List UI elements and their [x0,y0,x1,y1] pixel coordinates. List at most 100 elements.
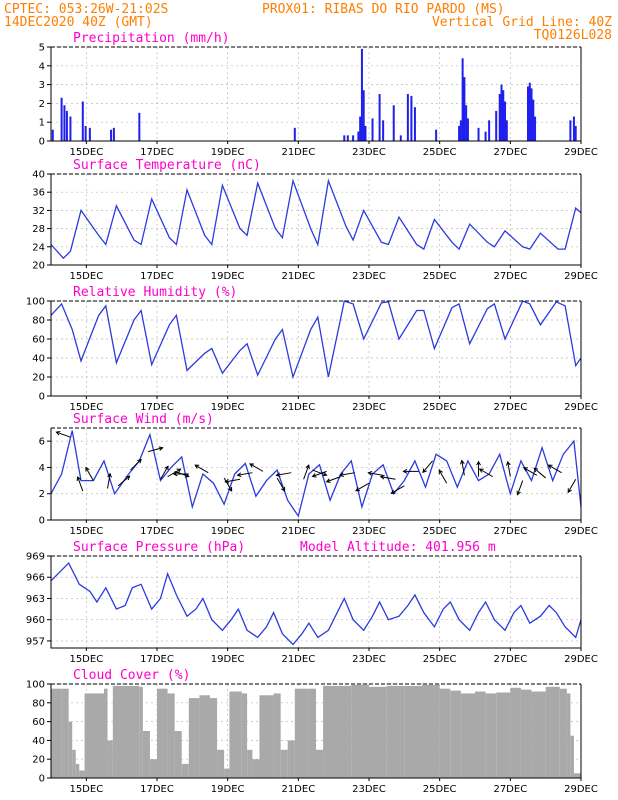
x-tick-label: 29DEC [564,784,598,795]
x-tick-label: 21DEC [281,654,315,665]
wind-arrow [117,475,131,487]
temp-panel: 20 24 28 32 36 40 15DEC 17DEC 19DEC 21DEC 23DEC 25D… [32,158,598,282]
x-tick-label: 29DEC [564,147,598,158]
wind-arrow [367,470,384,476]
y-tick-label: 40 [32,354,45,365]
cloud-cover-bar [294,688,309,778]
y-tick-label: 4 [39,61,45,72]
panel-frame [50,556,582,649]
cloud-cover-bar [570,735,574,778]
precip-bar [413,107,416,141]
x-tick-label: 27DEC [493,271,527,282]
precip-bar [461,58,464,141]
precip-bar [378,94,381,141]
cloud-cover-bar [520,689,532,778]
precip-bar [574,125,577,141]
wind-arrow [379,474,396,480]
precip-bar [505,120,508,141]
x-tick-label: 23DEC [352,402,386,413]
x-tick-label: 17DEC [140,526,174,537]
wind-arrow [223,477,233,492]
cloud-cover-bar [199,695,210,778]
precip-bar [530,88,533,141]
y-tick-label: 2 [39,99,45,110]
x-tick-label: 19DEC [211,526,245,537]
wind-arrow [438,469,448,484]
wind-title: Surface Wind (m/s) [73,412,214,427]
y-tick-label: 969 [26,552,45,563]
cloud-cover-bar [84,693,104,778]
y-tick-label: 100 [26,680,45,691]
wind-arrow [533,467,546,479]
cloud-cover-bar [351,684,369,778]
cloud-cover-bar [450,690,461,778]
wind-arrow [390,485,405,494]
cloud-cover-bar [210,698,218,778]
wind-arrow [224,478,241,484]
panel-frame [50,428,582,521]
precip-bar [463,77,466,141]
y-tick-label: 3 [39,80,45,91]
precip-bar [371,118,374,141]
y-tick-label: 957 [26,636,45,647]
precip-bar [352,135,355,141]
cloud-cover-bar [386,685,405,778]
cloud-cover-bar [241,693,248,778]
panel-frame [50,301,582,397]
cloud-cover-bar [68,721,73,778]
wind-line [50,430,582,518]
pressure-line [50,562,582,646]
precip-bar [495,110,498,141]
panel-frame [50,47,582,142]
cloud-cover-bar [545,686,560,778]
wind-arrow [276,477,286,492]
precip-bar [382,120,385,141]
y-tick-label: 60 [32,335,45,346]
cloud-cover-bar [112,685,140,778]
x-tick-label: 17DEC [140,784,174,795]
x-tick-label: 25DEC [423,654,457,665]
precip-bar [81,101,84,141]
wind-arrow [236,472,253,478]
x-tick-label: 21DEC [281,147,315,158]
panel-frame [50,174,582,266]
model-altitude-label: Model Altitude: 401.956 m [300,540,496,555]
x-tick-label: 23DEC [352,526,386,537]
wind-arrow [402,469,419,474]
x-tick-label: 17DEC [140,402,174,413]
wind-arrow [478,468,493,478]
x-tick-label: 25DEC [423,526,457,537]
cloud-title: Cloud Cover (%) [73,668,190,683]
precip-bar [360,48,363,141]
wind-arrow [55,430,71,438]
precip-bar [392,105,395,141]
precip-bar [488,120,491,141]
wind-arrow [85,466,94,481]
precip-bar [88,127,91,141]
x-tick-label: 29DEC [564,526,598,537]
precip-bar [502,90,505,141]
x-tick-label: 19DEC [211,784,245,795]
x-tick-label: 21DEC [281,784,315,795]
x-tick-label: 15DEC [69,147,103,158]
cloud-cover-bar [247,749,253,778]
y-tick-label: 40 [32,170,45,181]
cloud-cover-bar [229,691,242,778]
rh-title: Relative Humidity (%) [73,285,237,300]
cloud-cover-bar [559,688,567,778]
wind-arrow [107,472,112,489]
cloud-cover-bar [79,770,85,778]
precip-bar [110,129,113,141]
cloud-cover-bar [422,684,440,778]
cloud-cover-bar [308,688,316,778]
wind-arrow [567,479,577,494]
precip-bar [477,127,480,141]
wind-arrow [476,460,481,477]
cloud-cover-bar [104,688,108,778]
wind-panel: 0 2 4 6 15DEC 17DEC 19DEC 21DEC 23DEC 25DEC 27DEC 2… [39,412,598,537]
x-tick-label: 25DEC [423,402,457,413]
y-tick-label: 0 [39,392,45,403]
x-tick-label: 25DEC [423,784,457,795]
wind-arrow [76,476,84,492]
